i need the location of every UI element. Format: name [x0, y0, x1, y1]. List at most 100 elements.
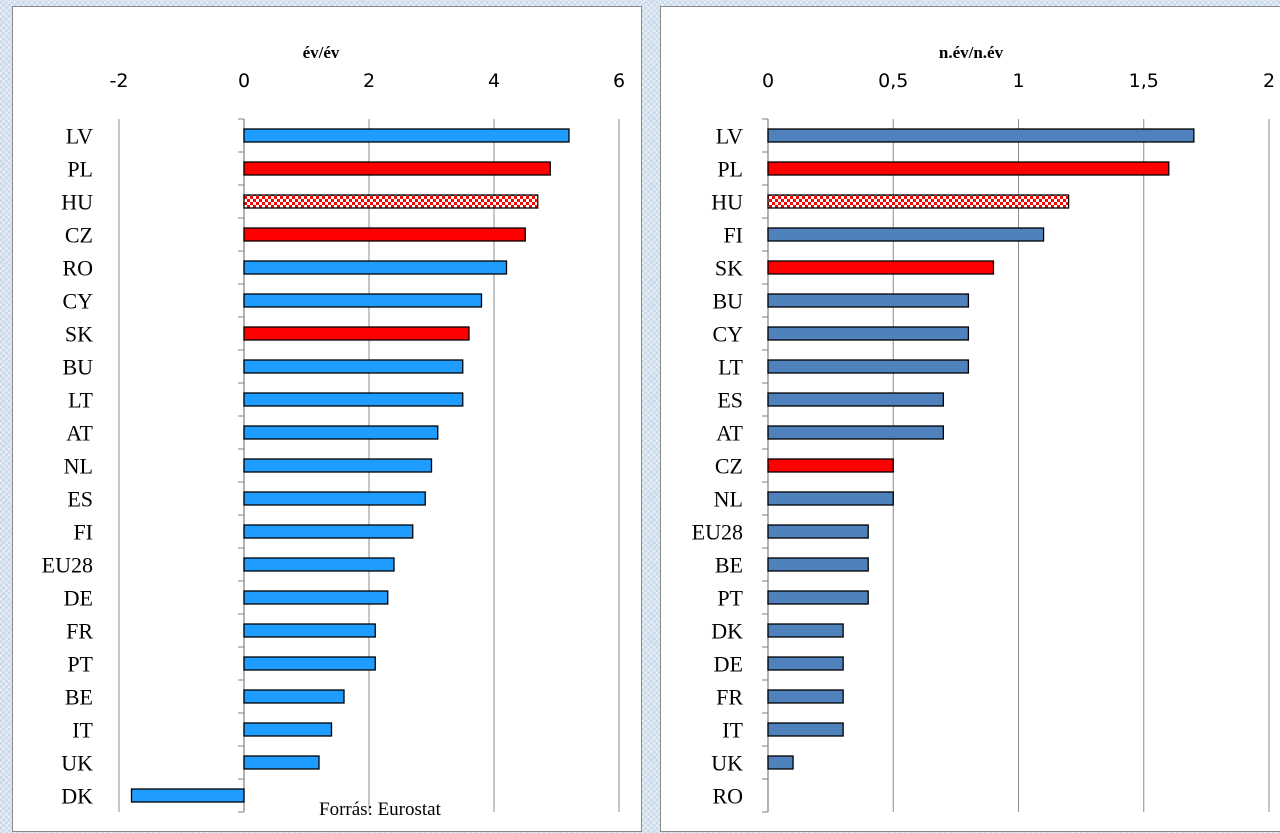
bar-pl: [243, 161, 551, 176]
category-label-fr: FR: [66, 619, 93, 644]
bar-sk: [767, 260, 995, 275]
category-label-dk: DK: [61, 784, 93, 809]
category-label-sk: SK: [715, 256, 743, 281]
category-label-eu28: EU28: [692, 520, 743, 545]
category-label-bu: BU: [62, 355, 93, 380]
left-chart-panel: év/év -2 0 2 4 6 LV PL HU CZ RO CY SK BU LT AT NL ES FI EU2…: [12, 6, 642, 832]
category-label-hu: HU: [711, 190, 743, 215]
bar-uk: [243, 755, 320, 770]
category-label-de: DE: [64, 586, 93, 611]
chart-title: n.év/n.év: [939, 43, 1004, 62]
bar-it: [767, 722, 844, 737]
bar-cz: [767, 458, 894, 473]
bar-pt: [767, 590, 869, 605]
category-label-pt: PT: [67, 652, 93, 677]
category-label-nl: NL: [714, 487, 743, 512]
category-label-be: BE: [715, 553, 743, 578]
category-label-ro: RO: [712, 784, 743, 809]
category-label-lv: LV: [66, 124, 93, 149]
category-label-pl: PL: [67, 157, 93, 182]
bar-pl: [767, 161, 1170, 176]
bar-fi: [767, 227, 1045, 242]
category-label-it: IT: [722, 718, 743, 743]
bar-lv: [243, 128, 570, 143]
x-tick-label: 4: [488, 70, 500, 92]
x-tick-label: 1,5: [1129, 70, 1159, 92]
bar-be: [243, 689, 345, 704]
x-tick-label: 1: [1012, 70, 1024, 92]
category-label-at: AT: [716, 421, 743, 446]
category-label-dk: DK: [711, 619, 743, 644]
bar-nl: [243, 458, 433, 473]
category-label-uk: UK: [61, 751, 93, 776]
x-tick-label: 2: [1263, 70, 1275, 92]
bar-uk: [767, 755, 794, 770]
bar-it: [243, 722, 333, 737]
category-label-at: AT: [66, 421, 93, 446]
bar-cz: [243, 227, 526, 242]
bar-at: [767, 425, 945, 440]
bar-dk: [130, 788, 245, 803]
bar-bu: [243, 359, 464, 374]
chart-title: év/év: [303, 43, 340, 62]
source-note: Forrás: Eurostat: [319, 799, 442, 820]
bar-es: [243, 491, 426, 506]
bar-lt: [767, 359, 970, 374]
category-label-es: ES: [67, 487, 93, 512]
bar-fr: [767, 689, 844, 704]
bar-pt: [243, 656, 376, 671]
category-label-fi: FI: [723, 223, 743, 248]
x-tick-label: 2: [363, 70, 375, 92]
category-label-eu28: EU28: [42, 553, 93, 578]
bar-fr: [243, 623, 376, 638]
bar-hu: [767, 194, 1070, 209]
x-tick-label: 0,5: [878, 70, 908, 92]
category-label-it: IT: [72, 718, 93, 743]
category-label-sk: SK: [65, 322, 93, 347]
bar-ro: [243, 260, 508, 275]
category-label-cz: CZ: [65, 223, 93, 248]
category-label-pt: PT: [717, 586, 743, 611]
bar-hu: [243, 194, 539, 209]
bar-dk: [767, 623, 844, 638]
category-label-hu: HU: [61, 190, 93, 215]
left-bar-chart: év/év -2 0 2 4 6 LV PL HU CZ RO CY SK BU LT AT NL ES FI EU2…: [42, 43, 625, 820]
category-label-cz: CZ: [715, 454, 743, 479]
category-label-pl: PL: [717, 157, 743, 182]
bar-fi: [243, 524, 414, 539]
category-label-lt: LT: [718, 355, 743, 380]
bar-bu: [767, 293, 970, 308]
category-label-fr: FR: [716, 685, 743, 710]
category-label-be: BE: [65, 685, 93, 710]
bar-de: [243, 590, 389, 605]
category-label-cy: CY: [712, 322, 743, 347]
right-bar-chart: n.év/n.év 0 0,5 1 1,5 2 LV PL HU FI SK BU CY LT ES AT CZ…: [692, 43, 1275, 813]
category-label-nl: NL: [64, 454, 93, 479]
bar-de: [767, 656, 844, 671]
right-chart-panel: n.év/n.év 0 0,5 1 1,5 2 LV PL HU FI SK BU CY LT ES AT CZ…: [660, 6, 1280, 832]
x-tick-label: -2: [110, 70, 129, 92]
category-label-fi: FI: [73, 520, 93, 545]
bar-lt: [243, 392, 464, 407]
bar-eu28: [243, 557, 395, 572]
x-tick-label: 0: [762, 70, 774, 92]
category-label-ro: RO: [62, 256, 93, 281]
bar-lv: [767, 128, 1195, 143]
category-label-uk: UK: [711, 751, 743, 776]
x-tick-label: 6: [613, 70, 625, 92]
bar-be: [767, 557, 869, 572]
category-label-es: ES: [717, 388, 743, 413]
bar-sk: [243, 326, 470, 341]
category-label-lt: LT: [68, 388, 93, 413]
category-label-de: DE: [714, 652, 743, 677]
bar-cy: [243, 293, 483, 308]
bar-es: [767, 392, 945, 407]
x-tick-label: 0: [238, 70, 250, 92]
category-label-bu: BU: [712, 289, 743, 314]
bar-at: [243, 425, 439, 440]
category-label-cy: CY: [62, 289, 93, 314]
bar-nl: [767, 491, 894, 506]
category-label-lv: LV: [716, 124, 743, 149]
bar-cy: [767, 326, 970, 341]
bar-eu28: [767, 524, 869, 539]
